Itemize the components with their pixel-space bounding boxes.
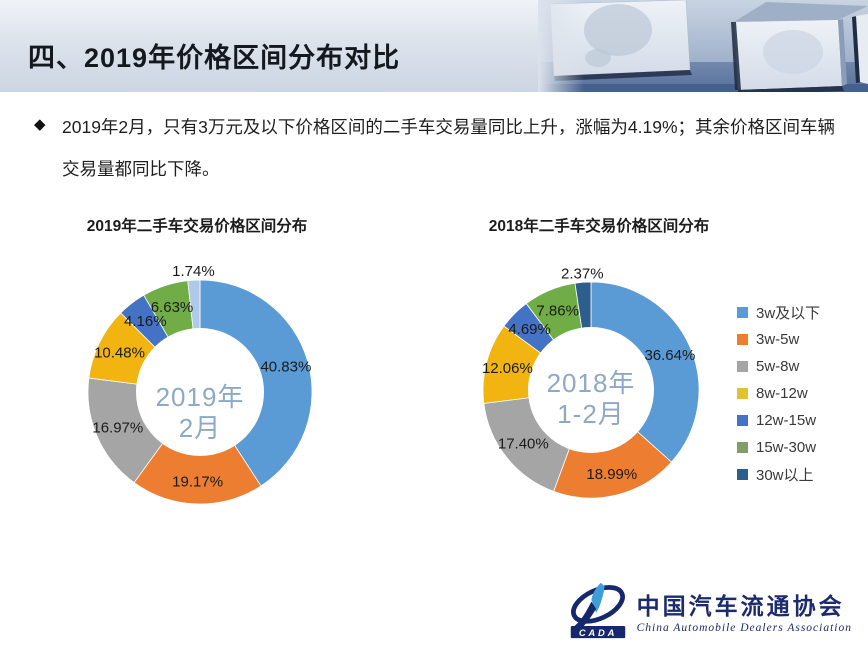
chart-title-2018: 2018年二手车交易价格区间分布 bbox=[488, 218, 710, 235]
legend-label: 8w-12w bbox=[756, 384, 808, 402]
legend-swatch-icon bbox=[737, 441, 748, 453]
slice-label-15w-30w: 6.63% bbox=[151, 299, 194, 316]
donut-center-label: 2月 bbox=[179, 413, 221, 443]
chart-title-2019: 2019年二手车交易价格区间分布 bbox=[86, 218, 308, 235]
legend-label: 3w-5w bbox=[756, 330, 800, 348]
slice-label-30w以上: 2.37% bbox=[561, 265, 604, 282]
donut-center-label: 1-2月 bbox=[557, 399, 625, 429]
cada-name-cn: 中国汽车流通协会 bbox=[636, 593, 845, 619]
donut-hole bbox=[136, 328, 264, 456]
legend-label: 15w-30w bbox=[756, 438, 817, 456]
donut-hole bbox=[528, 327, 654, 453]
slice-label-12w-15w: 4.16% bbox=[124, 313, 167, 330]
cada-logo-icon: CADA bbox=[570, 582, 625, 639]
page-title: 四、2019年价格区间分布对比 bbox=[28, 43, 401, 73]
slice-label-3w及以下: 36.64% bbox=[644, 347, 695, 364]
legend-swatch-icon bbox=[737, 306, 748, 318]
legend-item: 3w及以下 bbox=[737, 303, 821, 322]
legend-item: 12w-15w bbox=[737, 411, 820, 429]
slide-header: 四、2019年价格区间分布对比 bbox=[0, 0, 868, 92]
cada-logo: CADA 中国汽车流通协会 China Automobile Dealers A… bbox=[567, 580, 852, 640]
slice-label-5w-8w: 17.40% bbox=[498, 436, 549, 453]
legend-label: 5w-8w bbox=[756, 357, 800, 375]
donut-center-label: 2019年 bbox=[156, 382, 245, 412]
cada-acronym: CADA bbox=[578, 627, 616, 638]
cada-name-en: China Automobile Dealers Association bbox=[636, 621, 852, 634]
slice-label-5w-8w: 16.97% bbox=[92, 420, 143, 437]
legend-swatch-icon bbox=[737, 333, 748, 345]
legend-item: 30w以上 bbox=[737, 465, 820, 484]
legend-label: 30w以上 bbox=[756, 466, 814, 484]
legend-swatch-icon bbox=[737, 387, 748, 399]
legend-item: 5w-8w bbox=[737, 357, 820, 375]
legend-label: 3w及以下 bbox=[756, 304, 821, 322]
legend-item: 8w-12w bbox=[737, 384, 820, 402]
diamond-bullet-icon: ◆ bbox=[34, 116, 46, 133]
legend-swatch-icon bbox=[737, 414, 748, 426]
slice-label-8w-12w: 10.48% bbox=[94, 345, 145, 362]
legend-swatch-icon bbox=[737, 468, 748, 480]
legend-label: 12w-15w bbox=[756, 411, 817, 429]
slice-label-3w及以下: 40.83% bbox=[260, 359, 311, 376]
slice-label-30w以上: 1.74% bbox=[172, 263, 215, 280]
cada-logo-text: 中国汽车流通协会 China Automobile Dealers Associ… bbox=[637, 587, 852, 634]
slice-label-3w-5w: 18.99% bbox=[586, 466, 637, 483]
summary-paragraph: ◆ 2019年2月，只有3万元及以下价格区间的二手车交易量同比上升，涨幅为4.1… bbox=[34, 106, 840, 190]
legend-item: 3w-5w bbox=[737, 330, 820, 348]
donut-center-label: 2018年 bbox=[547, 368, 636, 398]
slice-label-15w-30w: 7.86% bbox=[536, 302, 579, 319]
legend-swatch-icon bbox=[737, 360, 748, 372]
chart-legend: 3w及以下 3w-5w 5w-8w 8w-12w 12w-15w 15w-30w 30w以上 bbox=[737, 303, 820, 492]
slice-label-12w-15w: 4.69% bbox=[508, 321, 551, 338]
donut-chart-2018: 36.64% 18.99% 17.40% 12.06% 4.69% 7.86% 2.37% 2… bbox=[482, 265, 700, 499]
slice-label-8w-12w: 12.06% bbox=[482, 360, 533, 377]
legend-item: 15w-30w bbox=[737, 438, 820, 456]
summary-text: 2019年2月，只有3万元及以下价格区间的二手车交易量同比上升，涨幅为4.19%… bbox=[62, 117, 836, 179]
donut-chart-2019: 40.83% 19.17% 16.97% 10.48% 4.16%6.63% 1.74% 2… bbox=[87, 263, 313, 505]
slice-label-3w-5w: 19.17% bbox=[172, 474, 223, 491]
header-decoration-cubes-image bbox=[538, 0, 868, 92]
